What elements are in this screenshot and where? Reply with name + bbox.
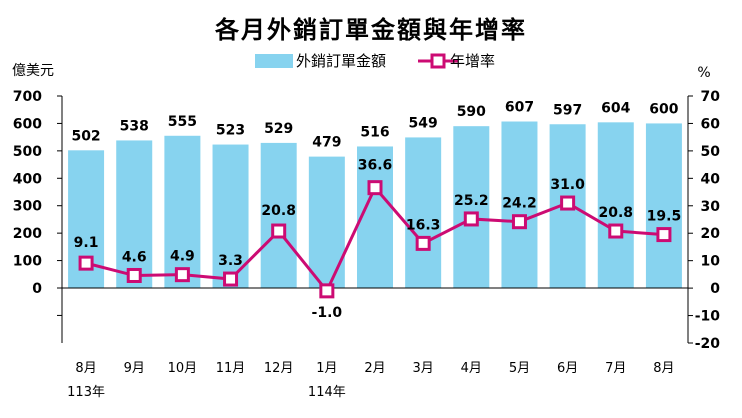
left-tick-label: 500	[13, 144, 42, 160]
growth-marker	[271, 223, 287, 239]
left-tick-label: 400	[13, 171, 42, 187]
left-tick-label: 700	[13, 89, 42, 105]
growth-marker	[126, 267, 142, 283]
bar-value-label: 479	[312, 135, 341, 151]
bar-value-label: 529	[264, 121, 293, 137]
growth-marker	[463, 211, 479, 227]
right-tick-label: -20	[695, 336, 721, 352]
bar-value-label: 607	[505, 100, 534, 116]
bar-value-label: 538	[120, 118, 149, 134]
x-tick-label: 10月	[168, 361, 198, 376]
bar-value-label: 600	[649, 101, 678, 117]
right-tick-label: 0	[710, 281, 720, 297]
bar	[645, 123, 682, 288]
x-tick-label: 9月	[124, 361, 145, 376]
right-tick-label: 20	[701, 226, 721, 242]
growth-value-label: 4.9	[170, 249, 195, 265]
growth-marker	[656, 227, 672, 243]
year-label: 113年	[67, 385, 105, 400]
growth-marker	[608, 223, 624, 239]
growth-value-label: 25.2	[454, 193, 489, 209]
x-tick-label: 8月	[653, 361, 674, 376]
x-tick-label: 7月	[605, 361, 626, 376]
x-tick-label: 6月	[557, 361, 578, 376]
chart-title: 各月外銷訂單金額與年增率	[214, 16, 527, 44]
right-tick-label: 40	[701, 171, 721, 187]
year-label: 114年	[308, 385, 346, 400]
bar-value-label: 549	[409, 115, 438, 131]
left-tick-label: 200	[13, 226, 42, 242]
line-series	[78, 180, 672, 299]
legend-bar-swatch	[255, 54, 293, 68]
growth-value-label: 16.3	[406, 217, 441, 233]
bar-series	[68, 121, 682, 289]
x-tick-label: 5月	[509, 361, 530, 376]
legend-line-marker	[430, 53, 446, 69]
bar	[116, 140, 153, 288]
data-labels: 502 538 555 523 529 479 516 549 590 607 597 604 600 9…	[71, 100, 681, 321]
x-tick-label: 3月	[413, 361, 434, 376]
growth-marker	[367, 180, 383, 196]
x-tick-label: 8月	[75, 361, 96, 376]
right-tick-label: 30	[701, 199, 721, 215]
right-tick-label: 70	[701, 89, 721, 105]
bar-value-label: 597	[553, 102, 582, 118]
growth-marker	[511, 214, 527, 230]
growth-value-label: 4.6	[122, 249, 147, 265]
growth-marker	[415, 235, 431, 251]
x-tick-label: 12月	[264, 361, 294, 376]
growth-marker	[78, 255, 94, 271]
right-tick-label: 10	[701, 254, 721, 270]
growth-marker	[319, 283, 335, 299]
growth-value-label: 20.8	[598, 205, 633, 221]
x-tick-label: 2月	[364, 361, 385, 376]
bar-value-label: 516	[360, 124, 389, 140]
growth-value-label: 19.5	[647, 209, 682, 225]
right-tick-label: 50	[701, 144, 721, 160]
growth-value-label: 24.2	[502, 196, 537, 212]
left-tick-label: 0	[32, 281, 42, 297]
bar-value-label: 604	[601, 100, 630, 116]
growth-value-label: -1.0	[312, 305, 343, 321]
x-tick-label: 4月	[461, 361, 482, 376]
bar	[453, 126, 490, 289]
bar-value-label: 523	[216, 123, 245, 139]
axes: 7006005004003002001000706050403020100-10…	[13, 89, 720, 352]
x-axis-ticks: 8月 9月 10月 11月 12月 1月 2月 3月 4月 5月 6月 7月 8月 113年 114年	[67, 361, 674, 400]
bar	[501, 121, 538, 288]
bar	[597, 122, 634, 289]
bar	[357, 146, 393, 288]
right-axis-label: %	[697, 65, 710, 81]
legend-bar-label: 外銷訂單金額	[296, 52, 386, 70]
left-tick-label: 300	[13, 199, 42, 215]
bar	[212, 144, 249, 288]
bar-value-label: 555	[168, 114, 197, 130]
bar	[308, 156, 345, 288]
legend-line-label: 年增率	[450, 52, 495, 70]
bar	[260, 142, 297, 288]
bar-value-label: 502	[71, 128, 100, 144]
bar-value-label: 590	[457, 104, 486, 120]
left-tick-label: 100	[13, 254, 42, 270]
growth-marker	[223, 271, 239, 287]
legend: 外銷訂單金額 年增率	[255, 52, 495, 70]
growth-value-label: 36.6	[358, 158, 393, 174]
right-tick-label: -10	[695, 309, 721, 325]
growth-marker	[560, 195, 576, 211]
bar	[164, 135, 201, 288]
x-tick-label: 1月	[316, 361, 337, 376]
growth-value-label: 3.3	[218, 253, 243, 269]
left-tick-label: 600	[13, 116, 42, 132]
right-tick-label: 60	[701, 116, 721, 132]
bar	[405, 137, 442, 288]
left-axis-label: 億美元	[12, 63, 54, 79]
growth-value-label: 9.1	[74, 235, 99, 251]
growth-value-label: 31.0	[550, 177, 585, 193]
x-tick-label: 11月	[216, 361, 246, 376]
growth-marker	[174, 267, 190, 283]
growth-value-label: 20.8	[261, 203, 296, 219]
